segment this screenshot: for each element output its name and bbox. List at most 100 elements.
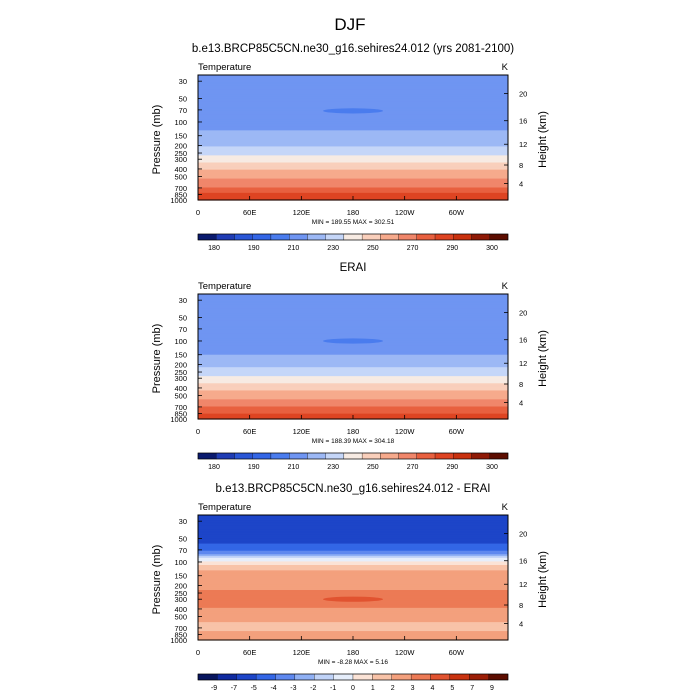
field-band bbox=[198, 119, 508, 123]
field-band bbox=[198, 162, 508, 165]
field-band bbox=[198, 408, 508, 411]
y-tick-label: 1000 bbox=[170, 196, 187, 205]
colorbar-swatch bbox=[416, 452, 436, 460]
field-band bbox=[198, 324, 508, 327]
y-tick-label: 100 bbox=[174, 118, 187, 127]
field-band bbox=[198, 114, 508, 117]
field-band bbox=[198, 167, 508, 171]
y-tick-label: 50 bbox=[179, 534, 187, 543]
y-tick-label: 200 bbox=[174, 141, 187, 150]
field-band bbox=[198, 582, 508, 586]
y-tick-label: 70 bbox=[179, 546, 187, 555]
field-band bbox=[198, 602, 508, 605]
colorbar-swatch bbox=[434, 233, 454, 241]
field-band bbox=[198, 164, 508, 167]
colorbar-label: -4 bbox=[270, 685, 276, 692]
colorbar-swatch bbox=[469, 673, 489, 681]
y-tick-label: 1000 bbox=[170, 636, 187, 645]
colorbar-swatch bbox=[380, 233, 399, 241]
y-right-axis-title: Height (km) bbox=[537, 111, 549, 168]
field-band bbox=[198, 401, 508, 404]
colorbar-label: 270 bbox=[407, 464, 419, 471]
y-right-axis-title: Height (km) bbox=[537, 551, 549, 608]
field-band bbox=[198, 116, 508, 119]
y-right-tick-label: 16 bbox=[519, 117, 527, 126]
field-band bbox=[198, 631, 508, 634]
colorbar-swatch bbox=[380, 452, 399, 460]
colorbar-frame bbox=[197, 233, 509, 241]
field-band bbox=[198, 351, 508, 354]
field-band bbox=[198, 185, 508, 189]
y-tick-label: 250 bbox=[174, 589, 187, 598]
field-band bbox=[198, 175, 508, 178]
field-band bbox=[198, 540, 508, 543]
colorbar-swatch bbox=[489, 452, 509, 460]
field-band bbox=[198, 157, 508, 160]
field-band bbox=[198, 347, 508, 350]
colorbar-swatch bbox=[217, 673, 237, 681]
field-band bbox=[198, 520, 508, 523]
field-band bbox=[198, 144, 508, 148]
field-band bbox=[198, 126, 508, 130]
field-band bbox=[198, 611, 508, 614]
x-tick-label: 0 bbox=[196, 427, 200, 436]
field-band bbox=[198, 532, 508, 536]
field-band bbox=[198, 613, 508, 616]
field-band bbox=[198, 94, 508, 98]
y-axis-title: Pressure (mb) bbox=[151, 105, 163, 175]
panel-title: b.e13.BRCP85C5CN.ne30_g16.sehires24.012 … bbox=[192, 43, 514, 55]
x-tick-label: 120E bbox=[293, 208, 311, 217]
field-band bbox=[198, 568, 508, 571]
field-band bbox=[198, 121, 508, 124]
colorbar-label: 210 bbox=[288, 464, 300, 471]
field-band bbox=[198, 573, 508, 577]
y-right-tick-label: 4 bbox=[519, 620, 523, 629]
field-band bbox=[198, 566, 508, 570]
colorbar-swatch bbox=[325, 452, 345, 460]
y-tick-label: 500 bbox=[174, 613, 187, 622]
field-band bbox=[198, 327, 508, 331]
field-band bbox=[198, 141, 508, 144]
colorbar-label: 290 bbox=[446, 464, 458, 471]
colorbar-swatch bbox=[449, 673, 470, 681]
y-right-tick-label: 4 bbox=[519, 180, 523, 189]
colorbar-label: 1 bbox=[371, 685, 375, 692]
field-band bbox=[198, 606, 508, 609]
field-band bbox=[198, 358, 508, 361]
colorbar-swatch bbox=[289, 452, 308, 460]
y-right-tick-label: 12 bbox=[519, 140, 527, 149]
y-right-tick-label: 4 bbox=[519, 399, 523, 408]
field-band bbox=[198, 543, 508, 546]
field-band bbox=[198, 570, 508, 573]
field-band bbox=[198, 80, 508, 83]
y-tick-label: 300 bbox=[174, 374, 187, 383]
field-band bbox=[198, 125, 508, 128]
colorbar-label: 300 bbox=[486, 464, 498, 471]
field-band bbox=[198, 176, 508, 180]
field-band bbox=[198, 123, 508, 126]
min-max-text: MIN = -8.28 MAX = 5.16 bbox=[318, 659, 388, 666]
units-label: K bbox=[502, 62, 509, 73]
field-band bbox=[198, 554, 508, 557]
field-band bbox=[198, 105, 508, 108]
y-tick-label: 30 bbox=[179, 517, 187, 526]
field-band bbox=[198, 302, 508, 306]
field-band bbox=[198, 593, 508, 596]
field-band bbox=[198, 315, 508, 318]
field-band bbox=[198, 335, 508, 338]
field-band bbox=[198, 133, 508, 137]
field-band bbox=[198, 349, 508, 352]
field-band bbox=[198, 89, 508, 92]
colorbar-label: 7 bbox=[470, 685, 474, 692]
field-band bbox=[198, 329, 508, 333]
colorbar-swatch bbox=[361, 452, 381, 460]
field-band bbox=[198, 360, 508, 363]
field-band bbox=[198, 552, 508, 555]
field-band bbox=[198, 516, 508, 520]
field-band bbox=[198, 406, 508, 409]
colorbar-label: -9 bbox=[211, 685, 217, 692]
colorbar-swatch bbox=[216, 452, 235, 460]
y-right-axis-title: Height (km) bbox=[537, 330, 549, 387]
panel-title: b.e13.BRCP85C5CN.ne30_g16.sehires24.012 … bbox=[216, 483, 491, 495]
colorbar-swatch bbox=[471, 452, 490, 460]
